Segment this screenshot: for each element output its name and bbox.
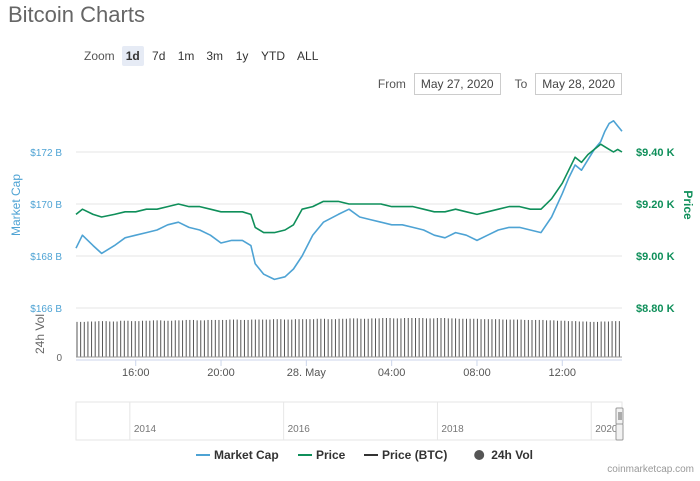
right-axis-tick: $9.40 K	[636, 147, 675, 159]
x-axis-tick: 08:00	[463, 367, 491, 379]
x-axis-tick: 04:00	[378, 367, 406, 379]
volume-axis-tick: 0	[56, 353, 62, 364]
to-date-input[interactable]: May 28, 2020	[535, 73, 622, 95]
zoom-controls: Zoom 1d 7d 1m 3m 1y YTD ALL	[84, 46, 322, 66]
right-axis-tick: $9.00 K	[636, 251, 675, 263]
market-cap-line	[75, 120, 623, 281]
zoom-button-ytd[interactable]: YTD	[261, 49, 286, 63]
navigator-frame	[75, 401, 623, 441]
chart-credit: coinmarketcap.com	[607, 464, 694, 475]
legend-item[interactable]: 24h Vol	[474, 448, 533, 462]
zoom-button-3m[interactable]: 3m	[206, 49, 224, 63]
x-axis-tick: 16:00	[122, 367, 150, 379]
volume-axis-title: 24h Vol	[33, 314, 47, 354]
legend-item[interactable]: Price (BTC)	[364, 448, 447, 462]
left-axis-title: Market Cap	[9, 174, 23, 236]
price-line	[75, 143, 623, 234]
x-axis-tick: 20:00	[207, 367, 235, 379]
zoom-button-1d[interactable]: 1d	[121, 46, 144, 66]
page-title: Bitcoin Charts	[8, 2, 145, 27]
legend-label: 24h Vol	[491, 448, 533, 462]
legend-item[interactable]: Market Cap	[196, 448, 279, 462]
legend-swatch	[474, 450, 485, 460]
left-axis-tick: $170 B	[30, 200, 62, 211]
legend-label: Market Cap	[214, 448, 279, 462]
left-axis-tick: $166 B	[30, 304, 62, 315]
legend-label: Price (BTC)	[382, 448, 447, 462]
left-axis-tick: $172 B	[30, 148, 62, 159]
x-axis-tick: 28. May	[287, 367, 327, 379]
navigator-tick: 2018	[441, 424, 464, 435]
navigator-handle[interactable]	[615, 423, 624, 441]
navigator-tick: 2016	[288, 424, 311, 435]
right-axis-tick: $9.20 K	[636, 199, 675, 211]
zoom-button-7d[interactable]: 7d	[152, 49, 166, 63]
zoom-button-1y[interactable]: 1y	[235, 49, 249, 63]
legend-item[interactable]: Price	[298, 448, 346, 462]
from-date-input[interactable]: May 27, 2020	[413, 73, 501, 95]
left-axis-tick: $168 B	[30, 252, 62, 263]
right-axis-tick: $8.80 K	[636, 303, 675, 315]
date-range: From May 27, 2020 To May 28, 2020	[370, 73, 622, 95]
legend-label: Price	[316, 448, 346, 462]
navigator-tick: 2014	[134, 424, 157, 435]
zoom-label: Zoom	[84, 49, 115, 63]
from-label: From	[377, 77, 406, 91]
zoom-button-1m[interactable]: 1m	[177, 49, 195, 63]
navigator-tick: 2020	[595, 424, 618, 435]
to-label: To	[514, 77, 528, 91]
right-axis-title: Price	[681, 190, 695, 220]
zoom-button-all[interactable]: ALL	[297, 49, 319, 63]
x-axis-tick: 12:00	[549, 367, 577, 379]
